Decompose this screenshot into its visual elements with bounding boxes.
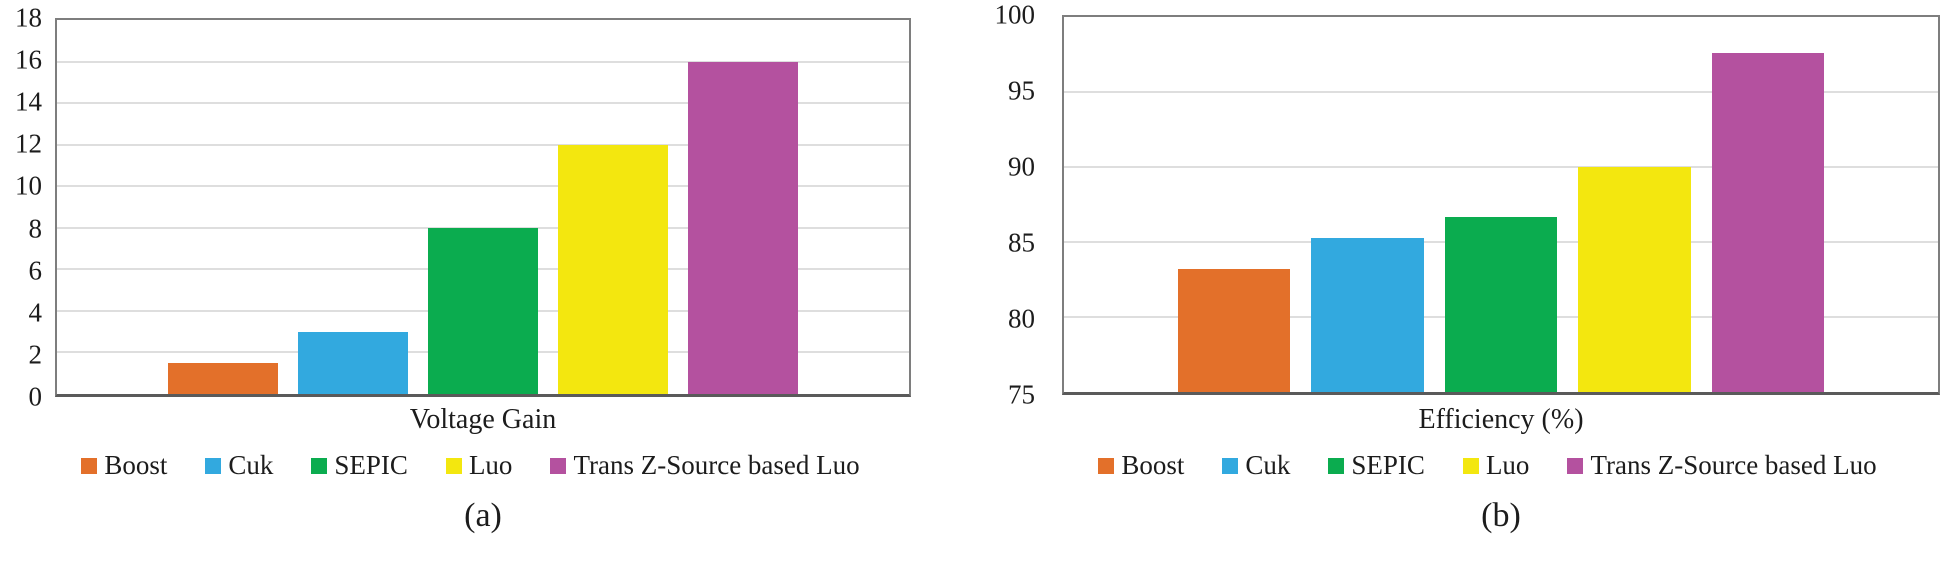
plot-area: [55, 18, 911, 397]
bar-boost: [1177, 269, 1291, 392]
y-tick-label-2: 2: [28, 339, 43, 370]
bar-group: [57, 20, 909, 394]
legend-swatch-luo: [445, 457, 462, 474]
y-tick-label-18: 18: [15, 2, 42, 33]
legend-label: Cuk: [1245, 450, 1291, 480]
legend-item-sepic: SEPIC: [1328, 450, 1425, 481]
legend-item-cuk: Cuk: [1222, 450, 1291, 481]
plot-area: [1062, 15, 1940, 395]
legend-label: Trans Z-Source based Luo: [573, 450, 860, 480]
y-tick-label-8: 8: [28, 213, 43, 244]
gridline: [57, 185, 909, 188]
y-tick-label-100: 100: [994, 0, 1036, 30]
legend-swatch-trans-z-source-based-luo: [550, 457, 567, 474]
legend-item-trans-z-source-based-luo: Trans Z-Source based Luo: [550, 450, 860, 481]
legend-item-boost: Boost: [81, 450, 168, 481]
legend-item-sepic: SEPIC: [311, 450, 408, 481]
y-tick-label-90: 90: [1008, 151, 1035, 182]
legend-swatch-boost: [81, 457, 98, 474]
legend-item-luo: Luo: [445, 450, 513, 481]
x-axis-title: Efficiency (%): [1418, 404, 1584, 435]
y-axis-tick-labels: 0 2 4 6 8 10 12 14 16 18: [0, 4, 43, 410]
legend-swatch-sepic: [1328, 457, 1345, 474]
bar-luo: [1578, 167, 1691, 392]
legend: Boost Cuk SEPIC Luo Trans Z-Source based Luo: [1035, 450, 1940, 481]
gridline: [57, 143, 909, 146]
bar-sepic: [428, 227, 538, 394]
legend-item-cuk: Cuk: [205, 450, 274, 481]
legend-label: Trans Z-Source based Luo: [1590, 450, 1877, 480]
legend: Boost Cuk SEPIC Luo Trans Z-Source based Luo: [30, 450, 911, 481]
gridline: [1064, 91, 1938, 93]
legend-label: Cuk: [228, 450, 274, 480]
chart-panel-voltage-gain: 0 2 4 6 8 10 12 14 16 18 Voltage Gain Boost Cuk SEP…: [0, 4, 911, 534]
y-tick-label-4: 4: [28, 297, 43, 328]
y-tick-label-16: 16: [15, 44, 42, 75]
legend-item-boost: Boost: [1098, 450, 1185, 481]
gridline: [57, 102, 909, 105]
y-tick-label-6: 6: [28, 255, 43, 286]
legend-item-luo: Luo: [1462, 450, 1530, 481]
gridline: [1064, 166, 1938, 168]
chart-panel-efficiency: 75 80 85 90 95 100 Efficiency (%) Boost Cuk SEP…: [975, 0, 1950, 568]
y-tick-label-10: 10: [15, 170, 42, 201]
y-tick-label-85: 85: [1008, 227, 1035, 258]
bar-luo: [558, 144, 669, 394]
y-tick-label-0: 0: [28, 381, 43, 412]
legend-label: Boost: [104, 450, 168, 480]
bar-trans-z-source-based-luo: [688, 61, 799, 394]
bar-cuk: [1311, 237, 1424, 392]
legend-swatch-luo: [1462, 457, 1479, 474]
x-axis-title: Voltage Gain: [409, 404, 557, 435]
legend-swatch-cuk: [205, 457, 222, 474]
subfigure-caption-b: (b): [1481, 497, 1521, 534]
bar-group: [1064, 17, 1938, 392]
gridline: [57, 60, 909, 63]
y-tick-label-95: 95: [1008, 75, 1035, 106]
y-tick-label-75: 75: [1008, 379, 1035, 410]
bar-boost: [167, 362, 278, 394]
legend-label: SEPIC: [334, 450, 408, 480]
legend-label: SEPIC: [1351, 450, 1425, 480]
y-axis-tick-labels: 75 80 85 90 95 100: [975, 1, 1036, 408]
y-tick-label-14: 14: [15, 86, 42, 117]
legend-label: Luo: [1485, 450, 1530, 480]
bar-trans-z-source-based-luo: [1711, 53, 1825, 392]
legend-label: Boost: [1121, 450, 1185, 480]
legend-swatch-sepic: [311, 457, 328, 474]
subfigure-caption-a: (a): [464, 497, 502, 534]
legend-label: Luo: [468, 450, 513, 480]
legend-item-trans-z-source-based-luo: Trans Z-Source based Luo: [1567, 450, 1877, 481]
bar-cuk: [297, 331, 408, 394]
legend-swatch-trans-z-source-based-luo: [1567, 457, 1584, 474]
y-tick-label-12: 12: [15, 128, 42, 159]
bar-sepic: [1444, 216, 1558, 392]
y-tick-label-80: 80: [1008, 303, 1035, 334]
legend-swatch-boost: [1098, 457, 1115, 474]
legend-swatch-cuk: [1222, 457, 1239, 474]
